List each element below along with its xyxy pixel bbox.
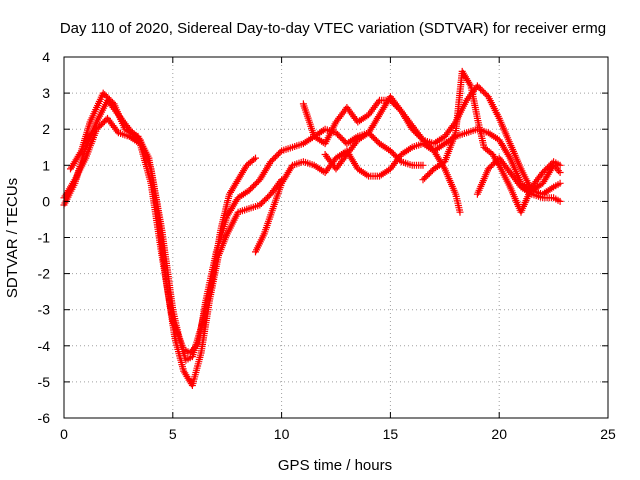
y-axis-label: SDTVAR / TECUs <box>4 178 21 298</box>
series-trace-d <box>252 140 464 256</box>
grid-lines <box>64 57 608 418</box>
series-trace-a <box>60 114 427 357</box>
series-markers <box>299 96 564 198</box>
plot-frame <box>63 56 609 419</box>
y-tick-label: -4 <box>38 338 51 354</box>
series-markers <box>473 154 564 205</box>
series-markers <box>67 89 286 389</box>
y-tick-label: 2 <box>42 121 50 137</box>
series-trace-h <box>473 154 564 205</box>
series-markers <box>60 114 427 357</box>
series-markers <box>321 82 564 195</box>
y-tick-label: -6 <box>38 410 51 426</box>
y-tick-label: 3 <box>42 85 50 101</box>
data-series <box>60 67 564 389</box>
y-tick-label: 0 <box>42 193 50 209</box>
y-tick-label: -1 <box>38 230 51 246</box>
chart-title: Day 110 of 2020, Sidereal Day-to-day VTE… <box>60 20 606 37</box>
y-tick-label: 4 <box>42 49 50 65</box>
y-tick-label: -5 <box>38 374 51 390</box>
x-axis-label: GPS time / hours <box>278 457 392 474</box>
y-tick-label: -2 <box>38 266 51 282</box>
series-trace-c <box>67 89 286 389</box>
x-tick-label: 5 <box>169 426 177 442</box>
y-tick-label: 1 <box>42 157 50 173</box>
series-trace-f <box>321 82 564 195</box>
series-line <box>254 142 461 253</box>
series-markers <box>252 140 464 256</box>
x-tick-label: 10 <box>274 426 290 442</box>
series-trace-g <box>419 67 564 216</box>
y-tick-label: -3 <box>38 302 51 318</box>
series-line <box>63 117 423 354</box>
series-markers <box>419 67 564 216</box>
x-tick-label: 15 <box>383 426 399 442</box>
x-tick-label: 20 <box>491 426 507 442</box>
series-trace-e <box>299 96 564 198</box>
x-tick-label: 0 <box>60 426 68 442</box>
x-tick-label: 25 <box>600 426 616 442</box>
